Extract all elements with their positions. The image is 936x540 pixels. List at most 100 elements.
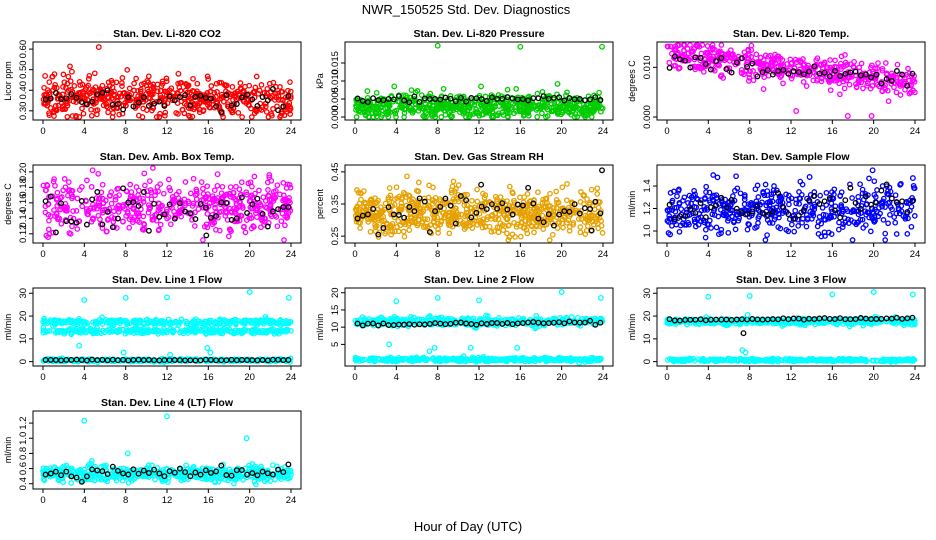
data-point [68,187,75,194]
data-point [795,223,802,229]
data-point [866,175,872,182]
data-point [438,98,445,104]
data-point [106,193,113,199]
data-point [416,99,423,105]
data-point [771,216,778,223]
data-point [73,114,79,120]
data-point [775,68,782,74]
data-point [88,112,95,119]
data-point [401,114,407,120]
data-point [746,74,753,81]
data-point [849,237,856,243]
data-point [466,113,473,120]
data-point [437,198,443,204]
data-point [777,199,784,205]
data-point [157,206,163,213]
data-point [164,100,171,106]
data-point [482,192,489,199]
data-point [73,219,80,226]
data-point [793,108,800,114]
data-point [357,219,363,226]
data-point [416,195,423,202]
data-point [238,179,245,186]
panel-title: Stan. Dev. Line 1 Flow [112,274,223,286]
data-point [488,201,495,208]
x-tick-label: 8 [123,126,128,137]
data-point [506,234,513,241]
data-point [832,57,838,64]
data-point [702,214,709,221]
data-point [197,357,204,364]
data-point [198,320,204,327]
data-point [283,329,290,335]
data-point [191,318,198,325]
data-point [375,231,382,238]
data-point [406,99,413,106]
data-point [495,229,502,236]
data-point [266,196,273,203]
data-point [702,196,708,202]
data-point [473,209,480,216]
data-point [109,224,116,231]
data-point [278,320,285,327]
data-point [899,198,906,205]
data-point [811,206,818,213]
data-point [440,85,447,92]
data-point [596,89,602,96]
data-point [272,188,279,194]
data-point [800,71,807,78]
data-point [176,200,183,207]
data-point [378,210,385,216]
data-point [214,182,221,189]
data-point [82,319,88,325]
data-point [492,193,499,200]
data-point [270,79,277,86]
y-tick-label: 1.4 [642,179,653,192]
data-point [448,102,455,109]
data-point [142,182,148,189]
data-point [200,237,206,243]
data-point [401,214,408,221]
data-point [880,198,886,205]
data-point [259,210,266,217]
data-point [897,83,904,89]
data-point [438,218,445,224]
y-tick-label: 0.40 [18,81,29,100]
data-point [72,327,79,334]
data-point [834,77,840,84]
data-point [885,98,892,105]
data-point [803,83,810,89]
data-point [873,71,880,78]
data-point [375,197,381,204]
data-point [61,176,68,182]
data-point [566,95,573,102]
data-point [79,203,86,210]
data-point [506,102,512,109]
chart-panel-3: Stan. Dev. Li-820 Temp.degrees C0 4 8 12 16 2… [627,28,926,137]
panel-title: Stan. Dev. Gas Stream RH [414,151,543,163]
data-point [408,198,415,205]
data-point [204,345,211,351]
data-point [103,103,110,110]
data-point [887,188,894,195]
data-point [204,73,211,80]
data-point [588,227,595,234]
data-point [478,96,485,103]
data-point [471,217,478,224]
data-point [723,66,730,73]
data-point [204,224,211,231]
data-point [564,219,570,226]
data-point [593,104,600,110]
x-tick-label: 8 [435,126,440,137]
data-point [840,63,847,70]
data-point [484,216,490,223]
x-tick-label: 0 [352,249,357,260]
data-point [285,87,291,94]
data-point [821,198,828,205]
data-point [496,211,503,217]
data-point [248,105,254,112]
data-point [867,85,874,92]
data-point [457,193,464,200]
data-point [577,199,584,205]
